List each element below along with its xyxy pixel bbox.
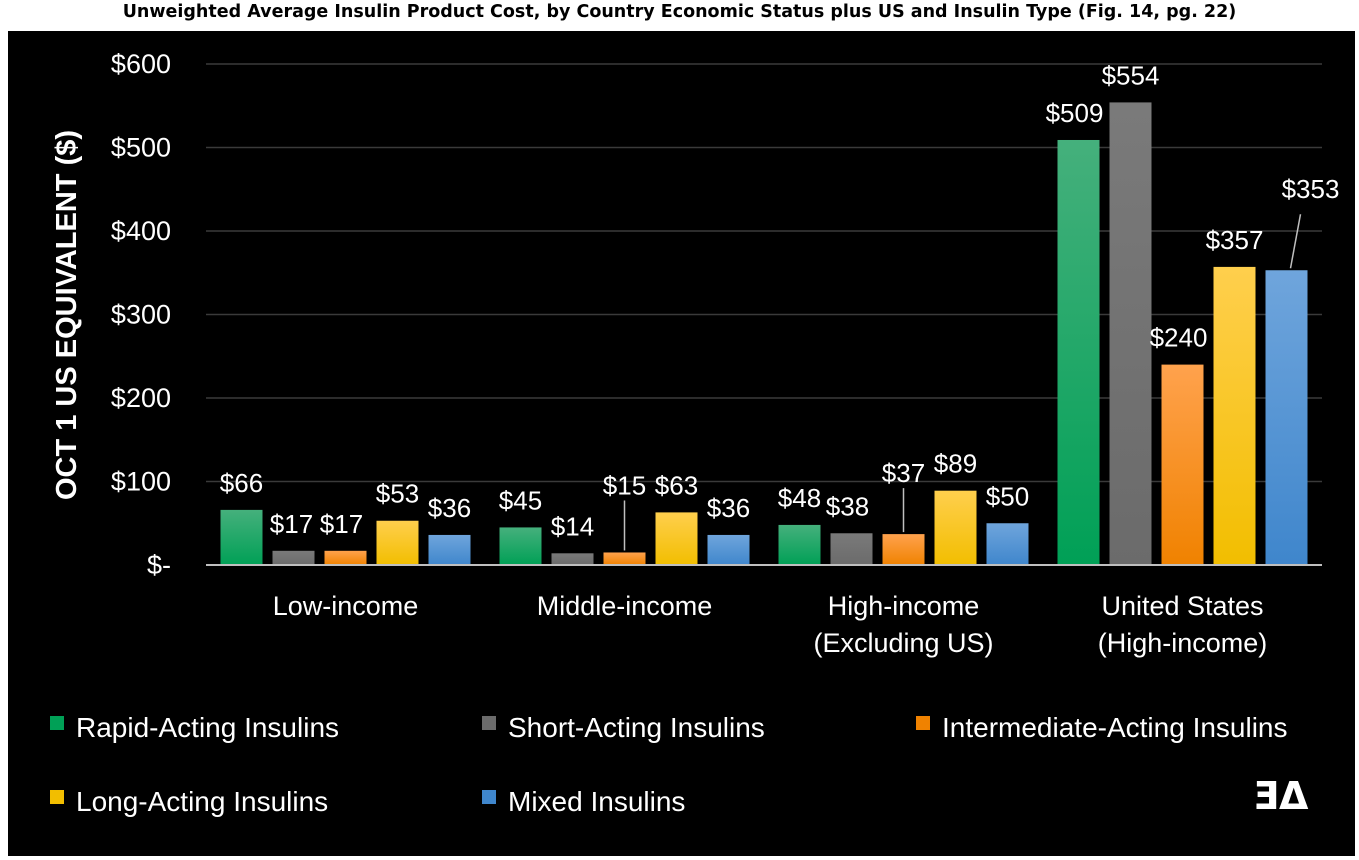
bar-mixed-insulins-1 bbox=[707, 534, 750, 565]
data-label: $17 bbox=[270, 509, 313, 539]
legend-swatch bbox=[916, 716, 930, 730]
y-tick-label: $300 bbox=[111, 300, 171, 330]
data-label: $353 bbox=[1282, 174, 1340, 204]
y-tick-label: $400 bbox=[111, 216, 171, 246]
bar-rapid-acting-insulins-2 bbox=[778, 524, 821, 565]
bars bbox=[220, 102, 1308, 566]
data-label: $38 bbox=[826, 491, 869, 521]
data-label: $66 bbox=[220, 468, 263, 498]
legend: Rapid-Acting Insulins Short-Acting Insuli… bbox=[50, 712, 1288, 817]
bar-mixed-insulins-2 bbox=[986, 523, 1029, 565]
bar-chart: $- $100 $200 $300 $400 $500 $600 OCT 1 US EQUIV… bbox=[50, 49, 1340, 818]
bar-intermediate-acting-insulins-3 bbox=[1161, 364, 1204, 565]
legend-swatch bbox=[482, 790, 496, 804]
category-label: Middle-income bbox=[537, 591, 713, 621]
legend-swatch bbox=[50, 790, 64, 804]
legend-label: Mixed Insulins bbox=[508, 786, 685, 817]
data-label: $53 bbox=[376, 479, 419, 509]
category-label: United States bbox=[1101, 591, 1263, 621]
category-label: (High-income) bbox=[1098, 628, 1268, 658]
y-tick-label: $500 bbox=[111, 133, 171, 163]
legend-label: Intermediate-Acting Insulins bbox=[942, 712, 1288, 743]
y-tick-label: $100 bbox=[111, 467, 171, 497]
category-label: High-income bbox=[828, 591, 980, 621]
bar-long-acting-insulins-1 bbox=[655, 512, 698, 565]
chart-title: Unweighted Average Insulin Product Cost,… bbox=[122, 2, 1237, 22]
data-label: $48 bbox=[778, 483, 821, 513]
bar-long-acting-insulins-3 bbox=[1213, 266, 1256, 565]
gridlines bbox=[206, 63, 1322, 483]
bar-intermediate-acting-insulins-2 bbox=[882, 534, 925, 565]
y-tick-label: $200 bbox=[111, 383, 171, 413]
data-label: $63 bbox=[655, 470, 698, 500]
bar-rapid-acting-insulins-0 bbox=[220, 509, 263, 565]
legend-label: Long-Acting Insulins bbox=[76, 786, 328, 817]
data-label: $554 bbox=[1102, 60, 1160, 90]
axes: $- $100 $200 $300 $400 $500 $600 OCT 1 US EQUIV… bbox=[51, 49, 1322, 658]
logo-mark: ƎΔ bbox=[1253, 774, 1309, 818]
data-label: $357 bbox=[1206, 225, 1264, 255]
data-label: $36 bbox=[707, 493, 750, 523]
bar-mixed-insulins-3 bbox=[1265, 270, 1308, 565]
y-axis-title: OCT 1 US EQUIVALENT ($) bbox=[51, 130, 83, 500]
data-label: $45 bbox=[499, 485, 542, 515]
data-labels: $66$17 $17$53 $36 $45$14$15 $63$36 $48 $38$37 $… bbox=[220, 60, 1340, 551]
chart-panel: $- $100 $200 $300 $400 $500 $600 OCT 1 US EQUIV… bbox=[8, 31, 1355, 856]
legend-label: Short-Acting Insulins bbox=[508, 712, 765, 743]
bar-short-acting-insulins-1 bbox=[551, 553, 594, 565]
data-label: $89 bbox=[934, 449, 977, 479]
data-label: $50 bbox=[986, 481, 1029, 511]
bar-rapid-acting-insulins-3 bbox=[1057, 139, 1100, 566]
legend-swatch bbox=[482, 716, 496, 730]
category-label: Low-income bbox=[273, 591, 419, 621]
bar-intermediate-acting-insulins-0 bbox=[324, 550, 367, 565]
bar-short-acting-insulins-3 bbox=[1109, 102, 1152, 565]
label-leader-line bbox=[1289, 214, 1302, 269]
data-label: $37 bbox=[882, 458, 925, 488]
y-tick-label: $600 bbox=[111, 49, 171, 79]
legend-swatch bbox=[50, 716, 64, 730]
bar-rapid-acting-insulins-1 bbox=[499, 527, 542, 565]
data-label: $509 bbox=[1046, 98, 1104, 128]
bar-short-acting-insulins-0 bbox=[272, 550, 315, 565]
data-label: $240 bbox=[1150, 323, 1208, 353]
bar-long-acting-insulins-2 bbox=[934, 490, 977, 565]
data-label: $17 bbox=[320, 509, 363, 539]
data-label: $15 bbox=[603, 470, 646, 500]
bar-long-acting-insulins-0 bbox=[376, 520, 419, 565]
y-tick-label: $- bbox=[147, 550, 171, 580]
data-label: $36 bbox=[428, 493, 471, 523]
bar-mixed-insulins-0 bbox=[428, 534, 471, 565]
bar-short-acting-insulins-2 bbox=[830, 533, 873, 565]
legend-label: Rapid-Acting Insulins bbox=[76, 712, 339, 743]
data-label: $14 bbox=[551, 511, 594, 541]
bar-intermediate-acting-insulins-1 bbox=[603, 552, 646, 565]
category-label: (Excluding US) bbox=[813, 628, 993, 658]
